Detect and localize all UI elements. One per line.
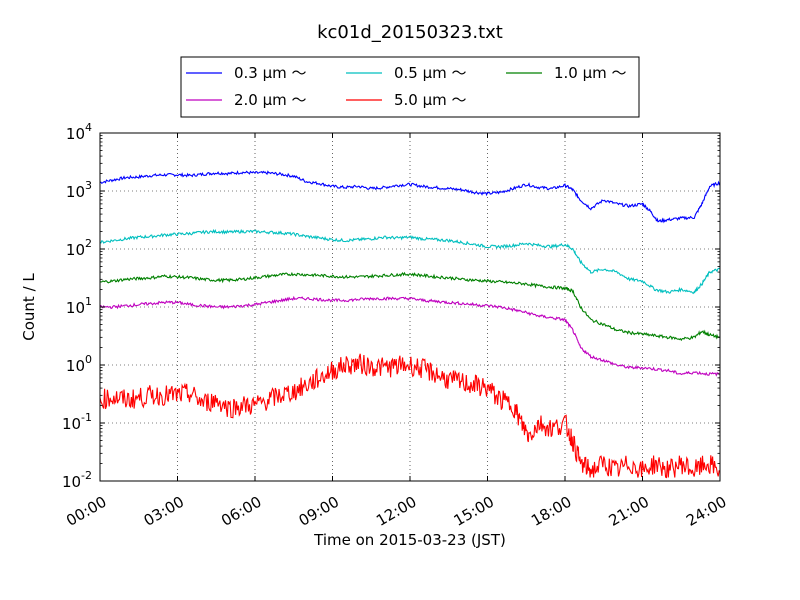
- series-line: [99, 295, 721, 377]
- y-tick-label: 102: [66, 237, 92, 259]
- legend-label: 0.3 μm ～: [234, 64, 307, 82]
- x-axis-label: Time on 2015-03-23 (JST): [313, 531, 506, 549]
- legend-label: 5.0 μm ～: [394, 91, 467, 109]
- chart-title: kc01d_20150323.txt: [317, 22, 503, 43]
- plot-series: [99, 170, 721, 479]
- series-line: [99, 228, 721, 295]
- y-tick-label: 100: [66, 353, 92, 375]
- y-tick-label: 104: [66, 121, 92, 143]
- legend-label: 1.0 μm ～: [554, 64, 627, 82]
- series-line: [99, 353, 720, 479]
- legend-label: 0.5 μm ～: [394, 64, 467, 82]
- y-axis-label: Count / L: [20, 273, 38, 341]
- series-line: [99, 170, 721, 224]
- y-tick-label: 101: [66, 295, 92, 317]
- y-tick-label: 10-2: [62, 469, 92, 491]
- legend: 0.3 μm ～ 0.5 μm ～ 1.0 μm ～ 2.0 μm ～ 5.0 μm ～: [180, 56, 640, 118]
- legend-box: [180, 56, 640, 118]
- legend-label: 2.0 μm ～: [234, 91, 307, 109]
- y-tick-label: 10-1: [62, 411, 92, 433]
- series-line: [99, 271, 721, 342]
- y-tick-label: 103: [66, 179, 92, 201]
